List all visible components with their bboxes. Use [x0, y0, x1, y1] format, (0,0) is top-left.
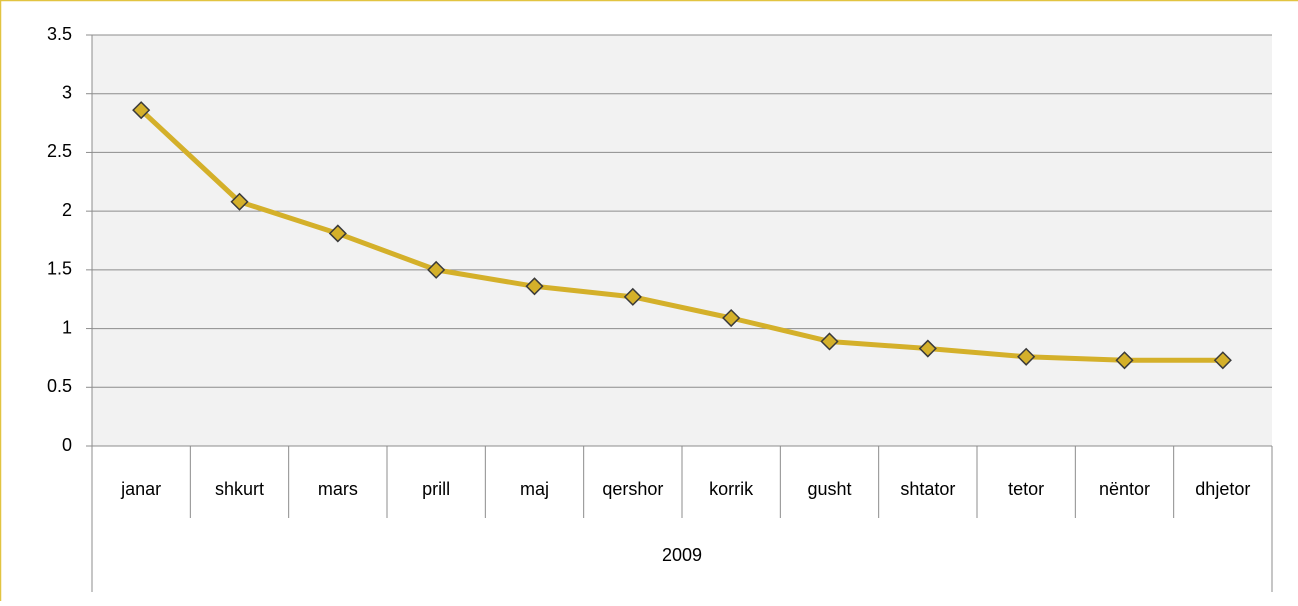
x-tick-label: shkurt: [215, 479, 264, 499]
y-tick-label: 2.5: [47, 141, 72, 161]
x-tick-label: tetor: [1008, 479, 1044, 499]
x-tick-label: shtator: [900, 479, 955, 499]
x-group-label: 2009: [662, 545, 702, 565]
y-tick-label: 3.5: [47, 24, 72, 44]
x-tick-label: dhjetor: [1195, 479, 1250, 499]
y-tick-label: 3: [62, 82, 72, 102]
x-tick-label: maj: [520, 479, 549, 499]
x-tick-label: prill: [422, 479, 450, 499]
y-tick-label: 1.5: [47, 259, 72, 279]
x-tick-label: janar: [120, 479, 161, 499]
x-tick-label: mars: [318, 479, 358, 499]
y-tick-label: 1: [62, 317, 72, 337]
y-tick-label: 0: [62, 435, 72, 455]
x-tick-label: korrik: [709, 479, 754, 499]
x-tick-label: qershor: [602, 479, 663, 499]
y-tick-label: 0.5: [47, 376, 72, 396]
x-tick-label: gusht: [807, 479, 851, 499]
plot-area: [92, 35, 1272, 446]
y-tick-label: 2: [62, 200, 72, 220]
x-tick-label: nëntor: [1099, 479, 1150, 499]
